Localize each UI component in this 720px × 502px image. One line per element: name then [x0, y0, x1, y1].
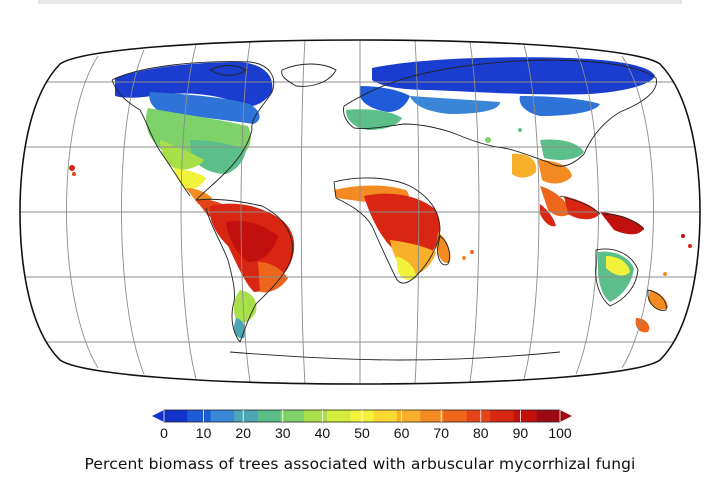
- legend-min-arrow: [152, 410, 164, 422]
- north-america-fill: [115, 62, 273, 205]
- legend-max-arrow: [560, 410, 572, 422]
- legend-color-segment: [187, 410, 212, 422]
- legend-color-segment: [396, 410, 421, 422]
- coastlines: [111, 59, 667, 361]
- legend-color-segment: [466, 410, 491, 422]
- legend-color-segment: [327, 410, 351, 422]
- legend-tick-label: 80: [473, 425, 489, 441]
- map-frame: [19, 39, 701, 385]
- south-america-fill: [196, 199, 295, 339]
- legend-tick-label: 40: [315, 425, 331, 441]
- legend-color-segment: [280, 410, 305, 422]
- legend-color-segment: [490, 410, 514, 422]
- legend-color-segment: [373, 410, 398, 422]
- top-divider: [38, 0, 682, 4]
- legend-color-segment: [303, 410, 328, 422]
- legend-tick-label: 0: [160, 425, 168, 441]
- world-map: [19, 39, 701, 385]
- legend-color-segment: [257, 410, 281, 422]
- legend-tick-label: 20: [235, 425, 251, 441]
- legend-tick-label: 60: [394, 425, 410, 441]
- map-caption: Percent biomass of trees associated with…: [84, 455, 636, 473]
- legend-color-segment: [164, 410, 188, 422]
- island-spots: [69, 128, 692, 276]
- color-legend: 0 10 20 30 40 50 60 70 80 90 100: [152, 409, 572, 441]
- graticule: [20, 40, 700, 384]
- legend-color-segment: [210, 410, 235, 422]
- legend-tick-label: 100: [548, 425, 572, 441]
- legend-tick-label: 70: [433, 425, 449, 441]
- legend-tick-label: 30: [275, 425, 291, 441]
- legend-color-segment: [536, 410, 561, 422]
- legend-color-segment: [420, 410, 445, 422]
- legend-tick-label: 50: [354, 425, 370, 441]
- legend-color-segment: [513, 410, 538, 422]
- legend-color-segment: [443, 410, 468, 422]
- legend-tick-label: 90: [513, 425, 529, 441]
- legend-color-segment: [233, 410, 258, 422]
- legend-tick-label: 10: [196, 425, 212, 441]
- africa-fill: [334, 185, 451, 280]
